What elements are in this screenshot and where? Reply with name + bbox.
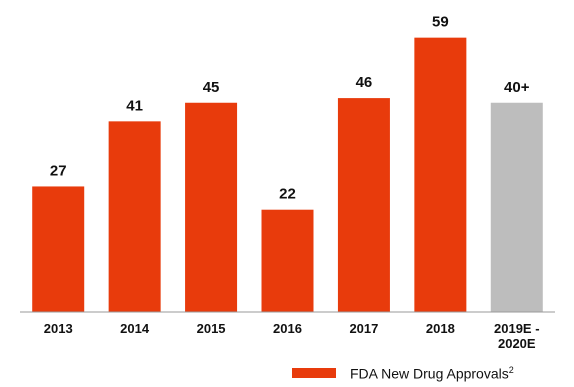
data-label: 22 <box>279 186 296 203</box>
bar <box>185 102 238 312</box>
bar <box>414 37 467 313</box>
bar <box>490 102 543 312</box>
x-tick-label: 2018 <box>426 321 455 336</box>
legend-footnote-marker: 2 <box>508 364 514 375</box>
data-label: 27 <box>50 162 67 179</box>
data-label: 59 <box>432 14 449 31</box>
x-tick-label: 2017 <box>349 321 378 336</box>
legend-label-text: FDA New Drug Approvals <box>350 365 509 382</box>
data-label: 45 <box>203 79 220 96</box>
x-tick-label: 2020E <box>498 336 536 351</box>
bar-chart: 27 2013 41 2014 45 2015 22 2016 46 2017 59 2018 40+ 2… <box>20 14 555 351</box>
bar <box>337 98 390 312</box>
x-tick-label: 2019E - <box>494 321 540 336</box>
x-tick-label: 2014 <box>120 321 150 336</box>
x-tick-label: 2015 <box>197 321 226 336</box>
legend-swatch <box>292 368 336 378</box>
bar <box>108 121 161 312</box>
data-label: 46 <box>356 74 373 91</box>
data-label: 41 <box>126 97 143 114</box>
legend: FDA New Drug Approvals2 <box>292 363 514 383</box>
bar <box>32 186 85 312</box>
legend-label: FDA New Drug Approvals2 <box>350 365 514 382</box>
bar <box>261 209 314 312</box>
data-label: 40+ <box>504 79 530 96</box>
x-tick-label: 2013 <box>44 321 73 336</box>
x-tick-label: 2016 <box>273 321 302 336</box>
